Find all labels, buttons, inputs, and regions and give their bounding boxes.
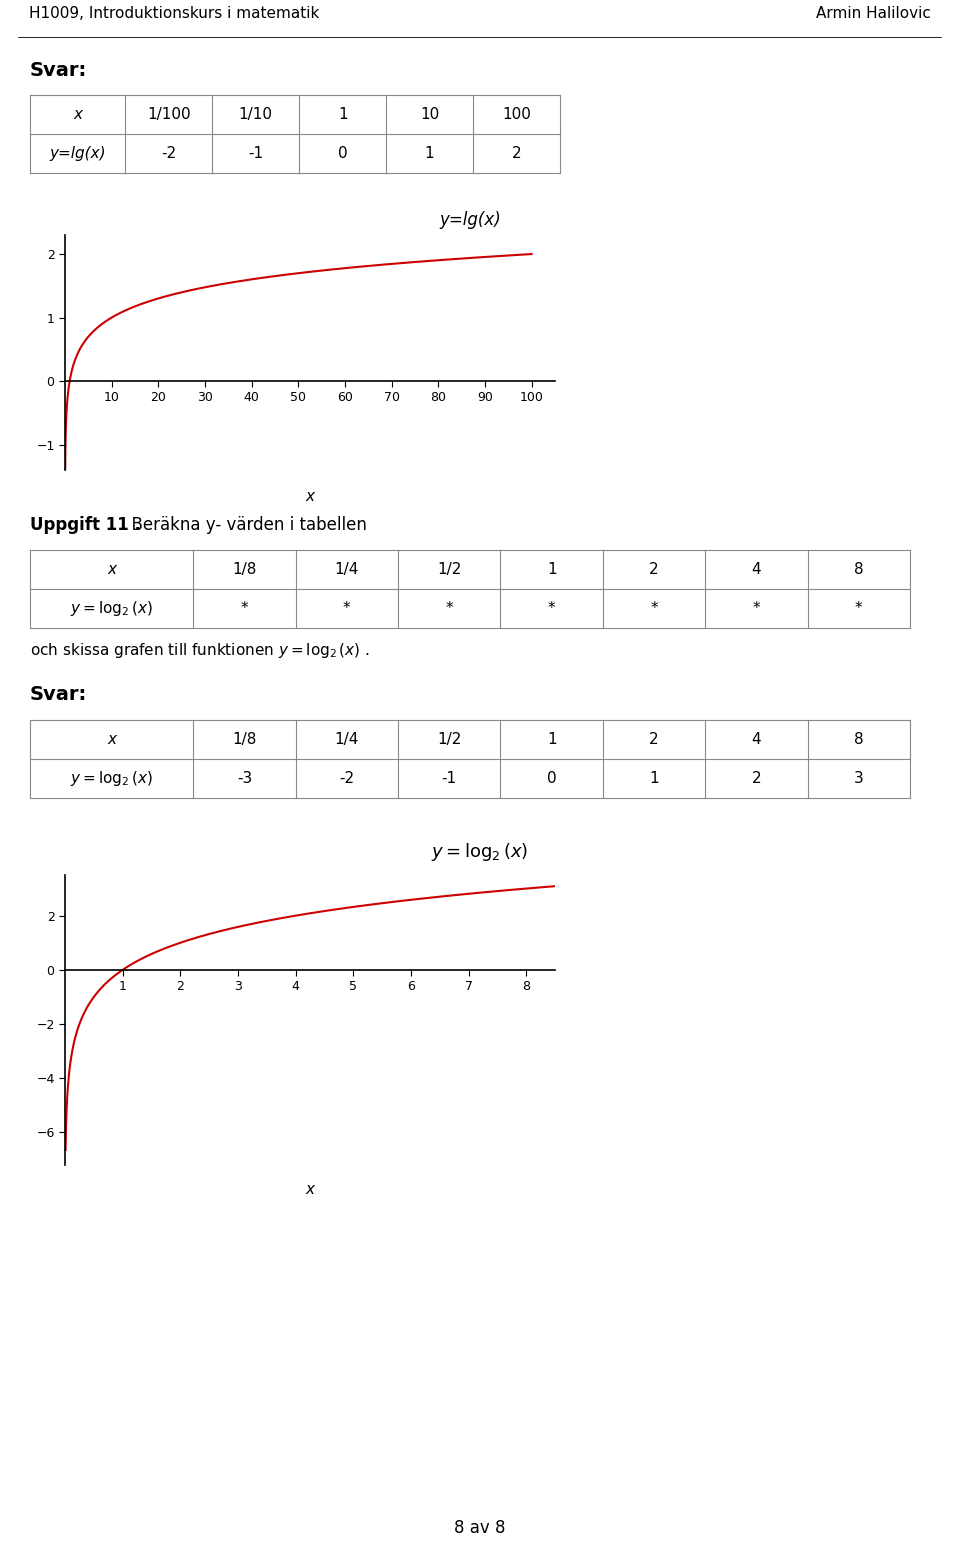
Text: y=lg(x): y=lg(x) xyxy=(439,210,501,229)
Text: 2: 2 xyxy=(649,563,659,577)
Text: x: x xyxy=(108,731,116,747)
Text: Svar:: Svar: xyxy=(30,685,87,705)
Text: 1/8: 1/8 xyxy=(232,731,256,747)
Text: 1/2: 1/2 xyxy=(437,731,462,747)
Text: 1: 1 xyxy=(338,107,348,122)
Text: 10: 10 xyxy=(420,107,440,122)
Text: *: * xyxy=(548,601,556,615)
Text: 1/4: 1/4 xyxy=(335,731,359,747)
Text: Svar:: Svar: xyxy=(30,60,87,79)
Text: 3: 3 xyxy=(854,771,864,785)
Text: 4: 4 xyxy=(752,731,761,747)
Text: *: * xyxy=(343,601,350,615)
Text: 1: 1 xyxy=(547,731,557,747)
Text: 1/8: 1/8 xyxy=(232,563,256,577)
Text: 2: 2 xyxy=(512,145,521,161)
Text: *: * xyxy=(241,601,249,615)
Text: -2: -2 xyxy=(161,145,177,161)
Text: Beräkna y- värden i tabellen: Beräkna y- värden i tabellen xyxy=(121,516,367,533)
Text: 1/2: 1/2 xyxy=(437,563,462,577)
Text: 2: 2 xyxy=(649,731,659,747)
Text: 2: 2 xyxy=(752,771,761,785)
Text: 1/100: 1/100 xyxy=(147,107,191,122)
Text: 8 av 8: 8 av 8 xyxy=(454,1520,506,1537)
Text: 1: 1 xyxy=(425,145,435,161)
Text: x: x xyxy=(305,1183,315,1198)
Text: x: x xyxy=(108,563,116,577)
Text: *: * xyxy=(855,601,863,615)
Text: och skissa grafen till funktionen $y = \log_2(x)$ .: och skissa grafen till funktionen $y = \… xyxy=(30,642,370,660)
Text: 100: 100 xyxy=(502,107,531,122)
Text: x: x xyxy=(305,489,315,504)
Text: 0: 0 xyxy=(547,771,557,785)
Text: 1/10: 1/10 xyxy=(239,107,273,122)
Text: *: * xyxy=(445,601,453,615)
Text: x: x xyxy=(73,107,83,122)
Text: -1: -1 xyxy=(249,145,263,161)
Text: -3: -3 xyxy=(237,771,252,785)
Text: 8: 8 xyxy=(854,563,864,577)
Text: y=lg(x): y=lg(x) xyxy=(49,145,106,161)
Text: 1: 1 xyxy=(547,563,557,577)
Text: Armin Halilovic: Armin Halilovic xyxy=(816,6,931,20)
Text: $y = \log_2(x)$: $y = \log_2(x)$ xyxy=(70,768,153,788)
Text: -2: -2 xyxy=(339,771,354,785)
Text: 1/4: 1/4 xyxy=(335,563,359,577)
Text: $y = \log_2(x)$: $y = \log_2(x)$ xyxy=(431,841,529,864)
Text: *: * xyxy=(753,601,760,615)
Text: -1: -1 xyxy=(442,771,457,785)
Text: Uppgift 11 .: Uppgift 11 . xyxy=(30,516,141,533)
Text: 4: 4 xyxy=(752,563,761,577)
Text: H1009, Introduktionskurs i matematik: H1009, Introduktionskurs i matematik xyxy=(29,6,319,20)
Text: 8: 8 xyxy=(854,731,864,747)
Text: *: * xyxy=(650,601,658,615)
Text: $y = \log_2(x)$: $y = \log_2(x)$ xyxy=(70,598,153,618)
Text: 1: 1 xyxy=(649,771,659,785)
Text: 0: 0 xyxy=(338,145,348,161)
